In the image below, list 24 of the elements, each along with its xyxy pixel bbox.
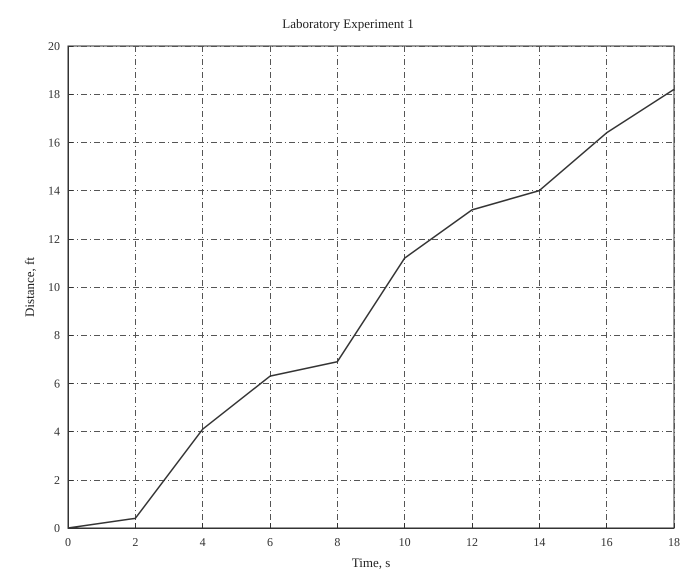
y-tick-label: 10 — [48, 280, 60, 294]
x-tick-label: 14 — [533, 535, 546, 549]
x-tick-label: 4 — [200, 535, 206, 549]
x-tick-label: 16 — [600, 535, 613, 549]
y-tick-label: 4 — [54, 424, 60, 439]
y-tick-label: 0 — [54, 521, 60, 535]
chart-title: Laboratory Experiment 1 — [282, 16, 414, 31]
y-tick-label: 12 — [48, 232, 60, 246]
y-tick-label: 14 — [48, 184, 60, 198]
y-axis-title: Distance, ft — [22, 256, 37, 317]
x-tick-label: 2 — [132, 535, 138, 549]
x-tick-label: 18 — [668, 535, 680, 549]
x-tick-label: 8 — [334, 535, 340, 549]
x-tick-label: 0 — [65, 535, 71, 549]
x-axis-title: Time, s — [352, 555, 390, 570]
y-tick-label: 18 — [48, 87, 60, 102]
x-tick-label: 6 — [267, 535, 273, 549]
y-tick-label: 16 — [48, 135, 60, 150]
y-tick-label: 2 — [54, 472, 60, 487]
x-tick-label: 12 — [466, 535, 478, 549]
y-tick-label: 8 — [54, 328, 60, 342]
y-tick-label: 6 — [54, 376, 60, 390]
x-tick-label: 10 — [398, 535, 411, 549]
y-tick-label: 20 — [48, 39, 60, 53]
